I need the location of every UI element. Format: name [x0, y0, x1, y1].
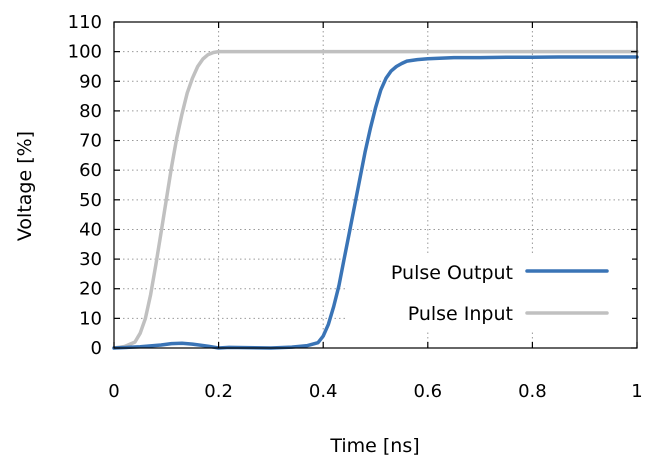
axis-ticks: [113, 21, 638, 349]
y-tick-label: 40: [79, 219, 102, 240]
y-tick-label: 30: [79, 249, 102, 270]
y-tick-label: 80: [79, 101, 102, 122]
y-tick-label: 100: [68, 42, 102, 63]
x-tick-label: 0: [108, 381, 119, 402]
y-tick-label: 10: [79, 308, 102, 329]
y-axis-label: Voltage [%]: [14, 131, 36, 241]
plot-frame: [113, 21, 638, 349]
y-tick-label: 90: [79, 71, 102, 92]
y-tick-label: 60: [79, 160, 102, 181]
y-tick-label: 110: [68, 12, 102, 33]
series-line-pulse-input: [112, 49, 639, 350]
legend-background: [348, 256, 632, 332]
y-tick-label: 50: [79, 190, 102, 211]
series-line-pulse-output: [112, 55, 639, 350]
y-tick-label: 70: [79, 131, 102, 152]
y-tick-label: 0: [91, 338, 102, 359]
series-lines: [112, 49, 639, 350]
x-tick-label: 0.6: [413, 381, 442, 402]
legend-label-pulse-output: Pulse Output: [391, 262, 513, 284]
x-tick-label: 0.8: [518, 381, 547, 402]
legend: Pulse Output Pulse Input: [348, 256, 632, 332]
x-axis-label: Time [ns]: [329, 435, 419, 457]
x-tick-label: 0.4: [309, 381, 338, 402]
y-tick-label: 20: [79, 279, 102, 300]
x-tick-label: 0.2: [204, 381, 233, 402]
x-tick-label: 1: [631, 381, 642, 402]
legend-label-pulse-input: Pulse Input: [408, 303, 513, 325]
